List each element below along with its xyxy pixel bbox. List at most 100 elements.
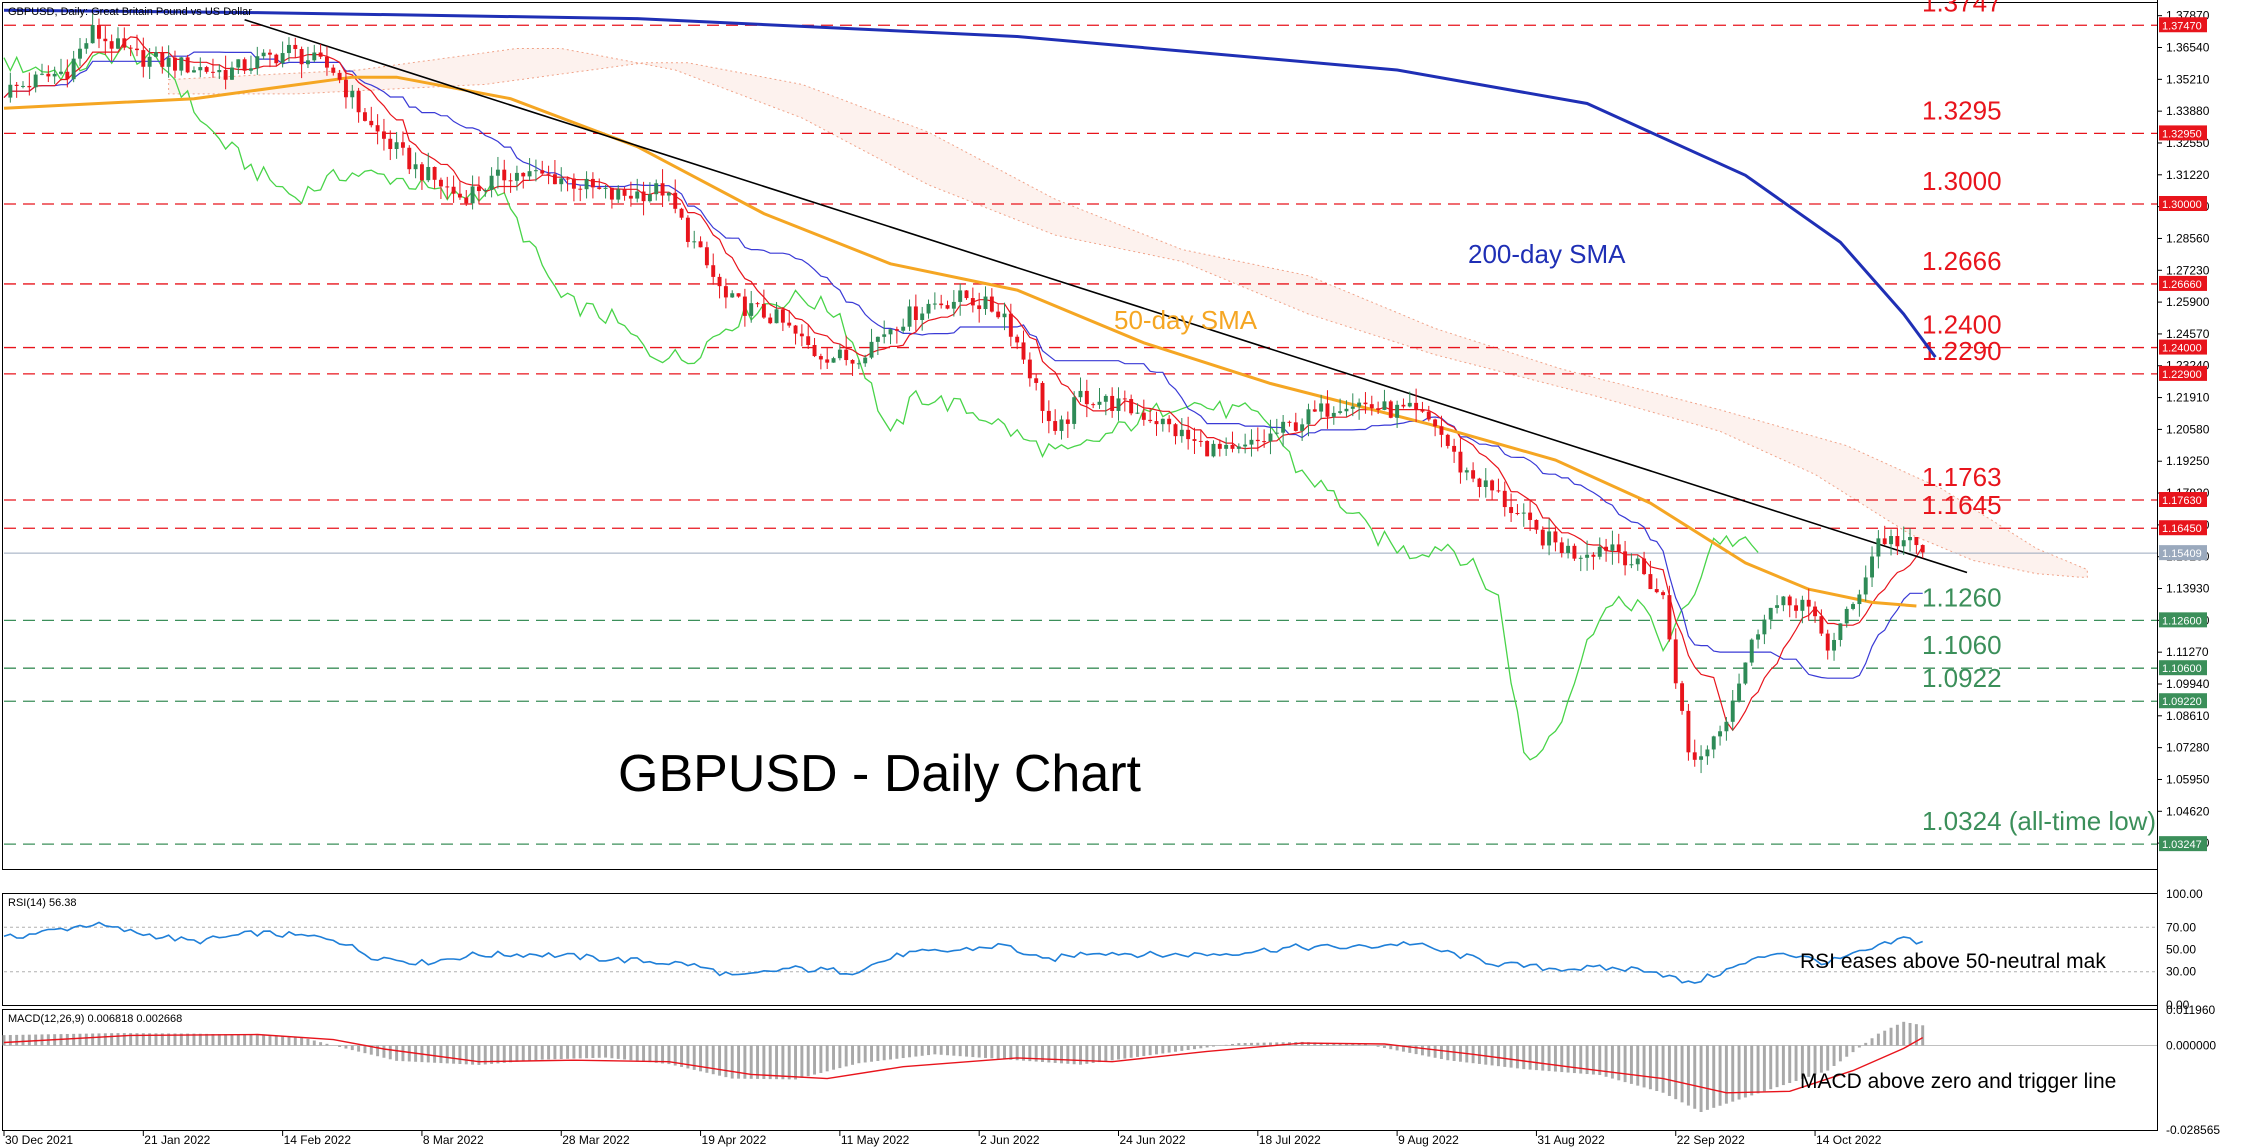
candle-body-293 <box>1857 594 1862 605</box>
price-tick-label-7: 1.28560 <box>2166 231 2210 245</box>
candle-body-21 <box>135 48 139 51</box>
candle-body-84 <box>533 170 538 172</box>
candle-body-58 <box>369 120 374 126</box>
candle-body-146 <box>926 303 931 314</box>
candle-body-18 <box>116 38 120 49</box>
candle-body-220 <box>1395 404 1400 418</box>
chart-symbol-title: GBPUSD, Daily: Great Britain Pound vs US… <box>8 6 252 18</box>
candle-body-67 <box>426 166 431 181</box>
candle-body-55 <box>350 90 355 98</box>
candle-body-25 <box>160 52 165 67</box>
candle-body-34 <box>217 70 222 73</box>
candle-body-272 <box>1724 721 1729 732</box>
candle-body-150 <box>951 301 956 309</box>
candle-body-189 <box>1198 440 1203 442</box>
candle-body-5 <box>33 74 38 88</box>
candle-body-137 <box>869 341 874 358</box>
candle-body-139 <box>882 334 887 337</box>
candle-body-87 <box>552 174 557 185</box>
candle-body-215 <box>1363 402 1368 405</box>
candle-body-27 <box>173 57 177 71</box>
candle-body-128 <box>812 345 817 357</box>
candle-body-195 <box>1236 446 1241 449</box>
price-tick-label-22: 1.08610 <box>2166 709 2210 723</box>
candle-body-70 <box>445 186 450 188</box>
candle-body-74 <box>470 186 475 204</box>
candle-body-122 <box>774 309 779 324</box>
trendline <box>244 18 1968 574</box>
candle-body-89 <box>565 178 570 180</box>
rsi-tick-label-3: 30.00 <box>2166 965 2196 979</box>
candle-body-77 <box>489 175 494 190</box>
candle-body-142 <box>901 326 906 331</box>
candle-body-170 <box>1078 390 1083 398</box>
candle-body-277 <box>1756 634 1761 640</box>
date-label-1: 21 Jan 2022 <box>144 1133 210 1147</box>
macd-tick-label-1: 0.000000 <box>2166 1038 2216 1052</box>
candle-body-104 <box>660 183 665 196</box>
candle-body-19 <box>122 38 127 48</box>
candle-body-174 <box>1103 395 1108 402</box>
candle-body-47 <box>299 49 304 65</box>
candle-body-183 <box>1160 418 1165 425</box>
candle-body-271 <box>1718 731 1723 737</box>
candle-body-300 <box>1901 540 1906 547</box>
candle-body-141 <box>894 329 899 331</box>
candle-body-258 <box>1635 558 1640 565</box>
date-label-9: 18 Jul 2022 <box>1259 1133 1321 1147</box>
candle-body-50 <box>318 52 323 57</box>
candle-body-106 <box>673 192 678 209</box>
candle-body-201 <box>1274 432 1279 434</box>
date-label-0: 30 Dec 2021 <box>5 1133 73 1147</box>
candle-body-192 <box>1217 443 1222 449</box>
candle-body-218 <box>1382 401 1387 410</box>
candle-body-234 <box>1483 480 1488 487</box>
candle-body-43 <box>274 54 279 64</box>
candle-body-278 <box>1762 619 1767 635</box>
candle-body-35 <box>223 70 228 80</box>
candle-body-86 <box>546 173 551 175</box>
candle-body-302 <box>1914 537 1919 546</box>
level-label-11: 1.0324 (all-time low) <box>1922 806 2156 836</box>
candle-body-46 <box>293 44 298 50</box>
candle-body-265 <box>1680 683 1685 711</box>
price-tick-label-8: 1.27230 <box>2166 263 2210 277</box>
candle-body-45 <box>286 44 291 54</box>
candle-body-214 <box>1357 402 1362 407</box>
candle-body-243 <box>1540 529 1545 546</box>
candle-body-93 <box>590 178 595 188</box>
candle-body-285 <box>1806 599 1811 607</box>
candle-body-132 <box>837 349 842 359</box>
level-label-0: 1.3747 <box>1922 0 2002 17</box>
candle-body-294 <box>1863 577 1868 595</box>
candle-body-130 <box>825 359 830 363</box>
candle-body-204 <box>1293 422 1298 431</box>
candle-body-26 <box>166 57 171 67</box>
candle-body-149 <box>945 305 950 309</box>
level-label-3: 1.2666 <box>1922 246 2002 276</box>
candle-body-111 <box>704 247 709 266</box>
candle-body-66 <box>419 164 424 181</box>
candle-body-63 <box>400 142 405 148</box>
price-tick-label-13: 1.20580 <box>2166 422 2210 436</box>
level-box-text-10: 1.09220 <box>2162 696 2202 708</box>
candle-body-37 <box>236 59 241 68</box>
tenkan-line <box>3 36 1924 732</box>
price-tick-label-21: 1.09940 <box>2166 677 2210 691</box>
candle-body-269 <box>1705 749 1710 757</box>
candle-body-72 <box>457 193 462 198</box>
candle-body-13 <box>84 43 89 49</box>
candle-body-41 <box>261 52 266 57</box>
candle-body-295 <box>1870 556 1875 578</box>
candle-body-129 <box>818 356 823 360</box>
candle-body-61 <box>388 138 393 150</box>
price-tick-label-18: 1.13930 <box>2166 582 2210 596</box>
candle-body-29 <box>185 57 190 73</box>
price-tick-label-2: 1.35210 <box>2166 72 2210 86</box>
level-box-text-4: 1.24000 <box>2162 343 2202 355</box>
candle-body-275 <box>1743 662 1748 684</box>
candle-body-257 <box>1629 564 1634 566</box>
candle-body-107 <box>679 208 684 218</box>
price-tick-label-25: 1.04620 <box>2166 804 2210 818</box>
date-label-7: 2 Jun 2022 <box>980 1133 1040 1147</box>
